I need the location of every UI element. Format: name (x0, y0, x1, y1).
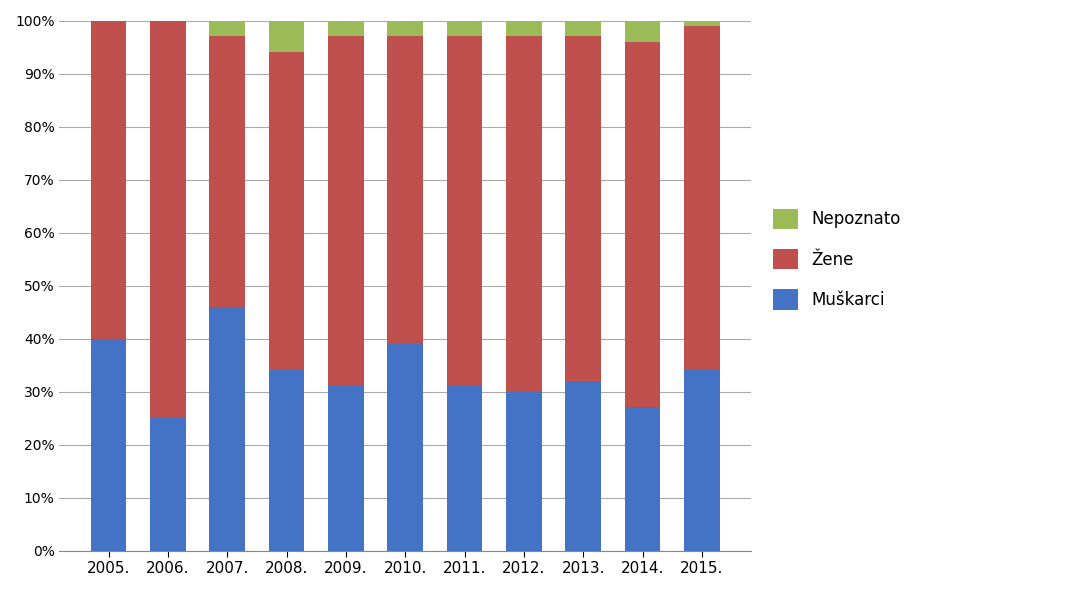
Bar (268, 371, 304, 551)
Bar (625, 42, 661, 407)
Bar (625, 407, 661, 551)
Bar (507, 392, 541, 551)
Bar (684, 21, 720, 26)
Bar (210, 21, 245, 37)
Bar (565, 381, 601, 551)
Legend: Nepoznato, Žene, Muškarci: Nepoznato, Žene, Muškarci (766, 202, 908, 316)
Bar (150, 21, 186, 418)
Bar (507, 37, 541, 392)
Bar (684, 26, 720, 371)
Bar (91, 21, 126, 339)
Bar (150, 418, 186, 551)
Bar (268, 21, 304, 53)
Bar (387, 37, 423, 344)
Bar (210, 37, 245, 307)
Bar (507, 21, 541, 37)
Bar (565, 37, 601, 381)
Bar (447, 387, 483, 551)
Bar (210, 307, 245, 551)
Bar (565, 21, 601, 37)
Bar (328, 21, 364, 37)
Bar (268, 53, 304, 371)
Bar (447, 37, 483, 387)
Bar (387, 344, 423, 551)
Bar (328, 387, 364, 551)
Bar (91, 339, 126, 551)
Bar (328, 37, 364, 387)
Bar (387, 21, 423, 37)
Bar (684, 371, 720, 551)
Bar (447, 21, 483, 37)
Bar (625, 21, 661, 42)
